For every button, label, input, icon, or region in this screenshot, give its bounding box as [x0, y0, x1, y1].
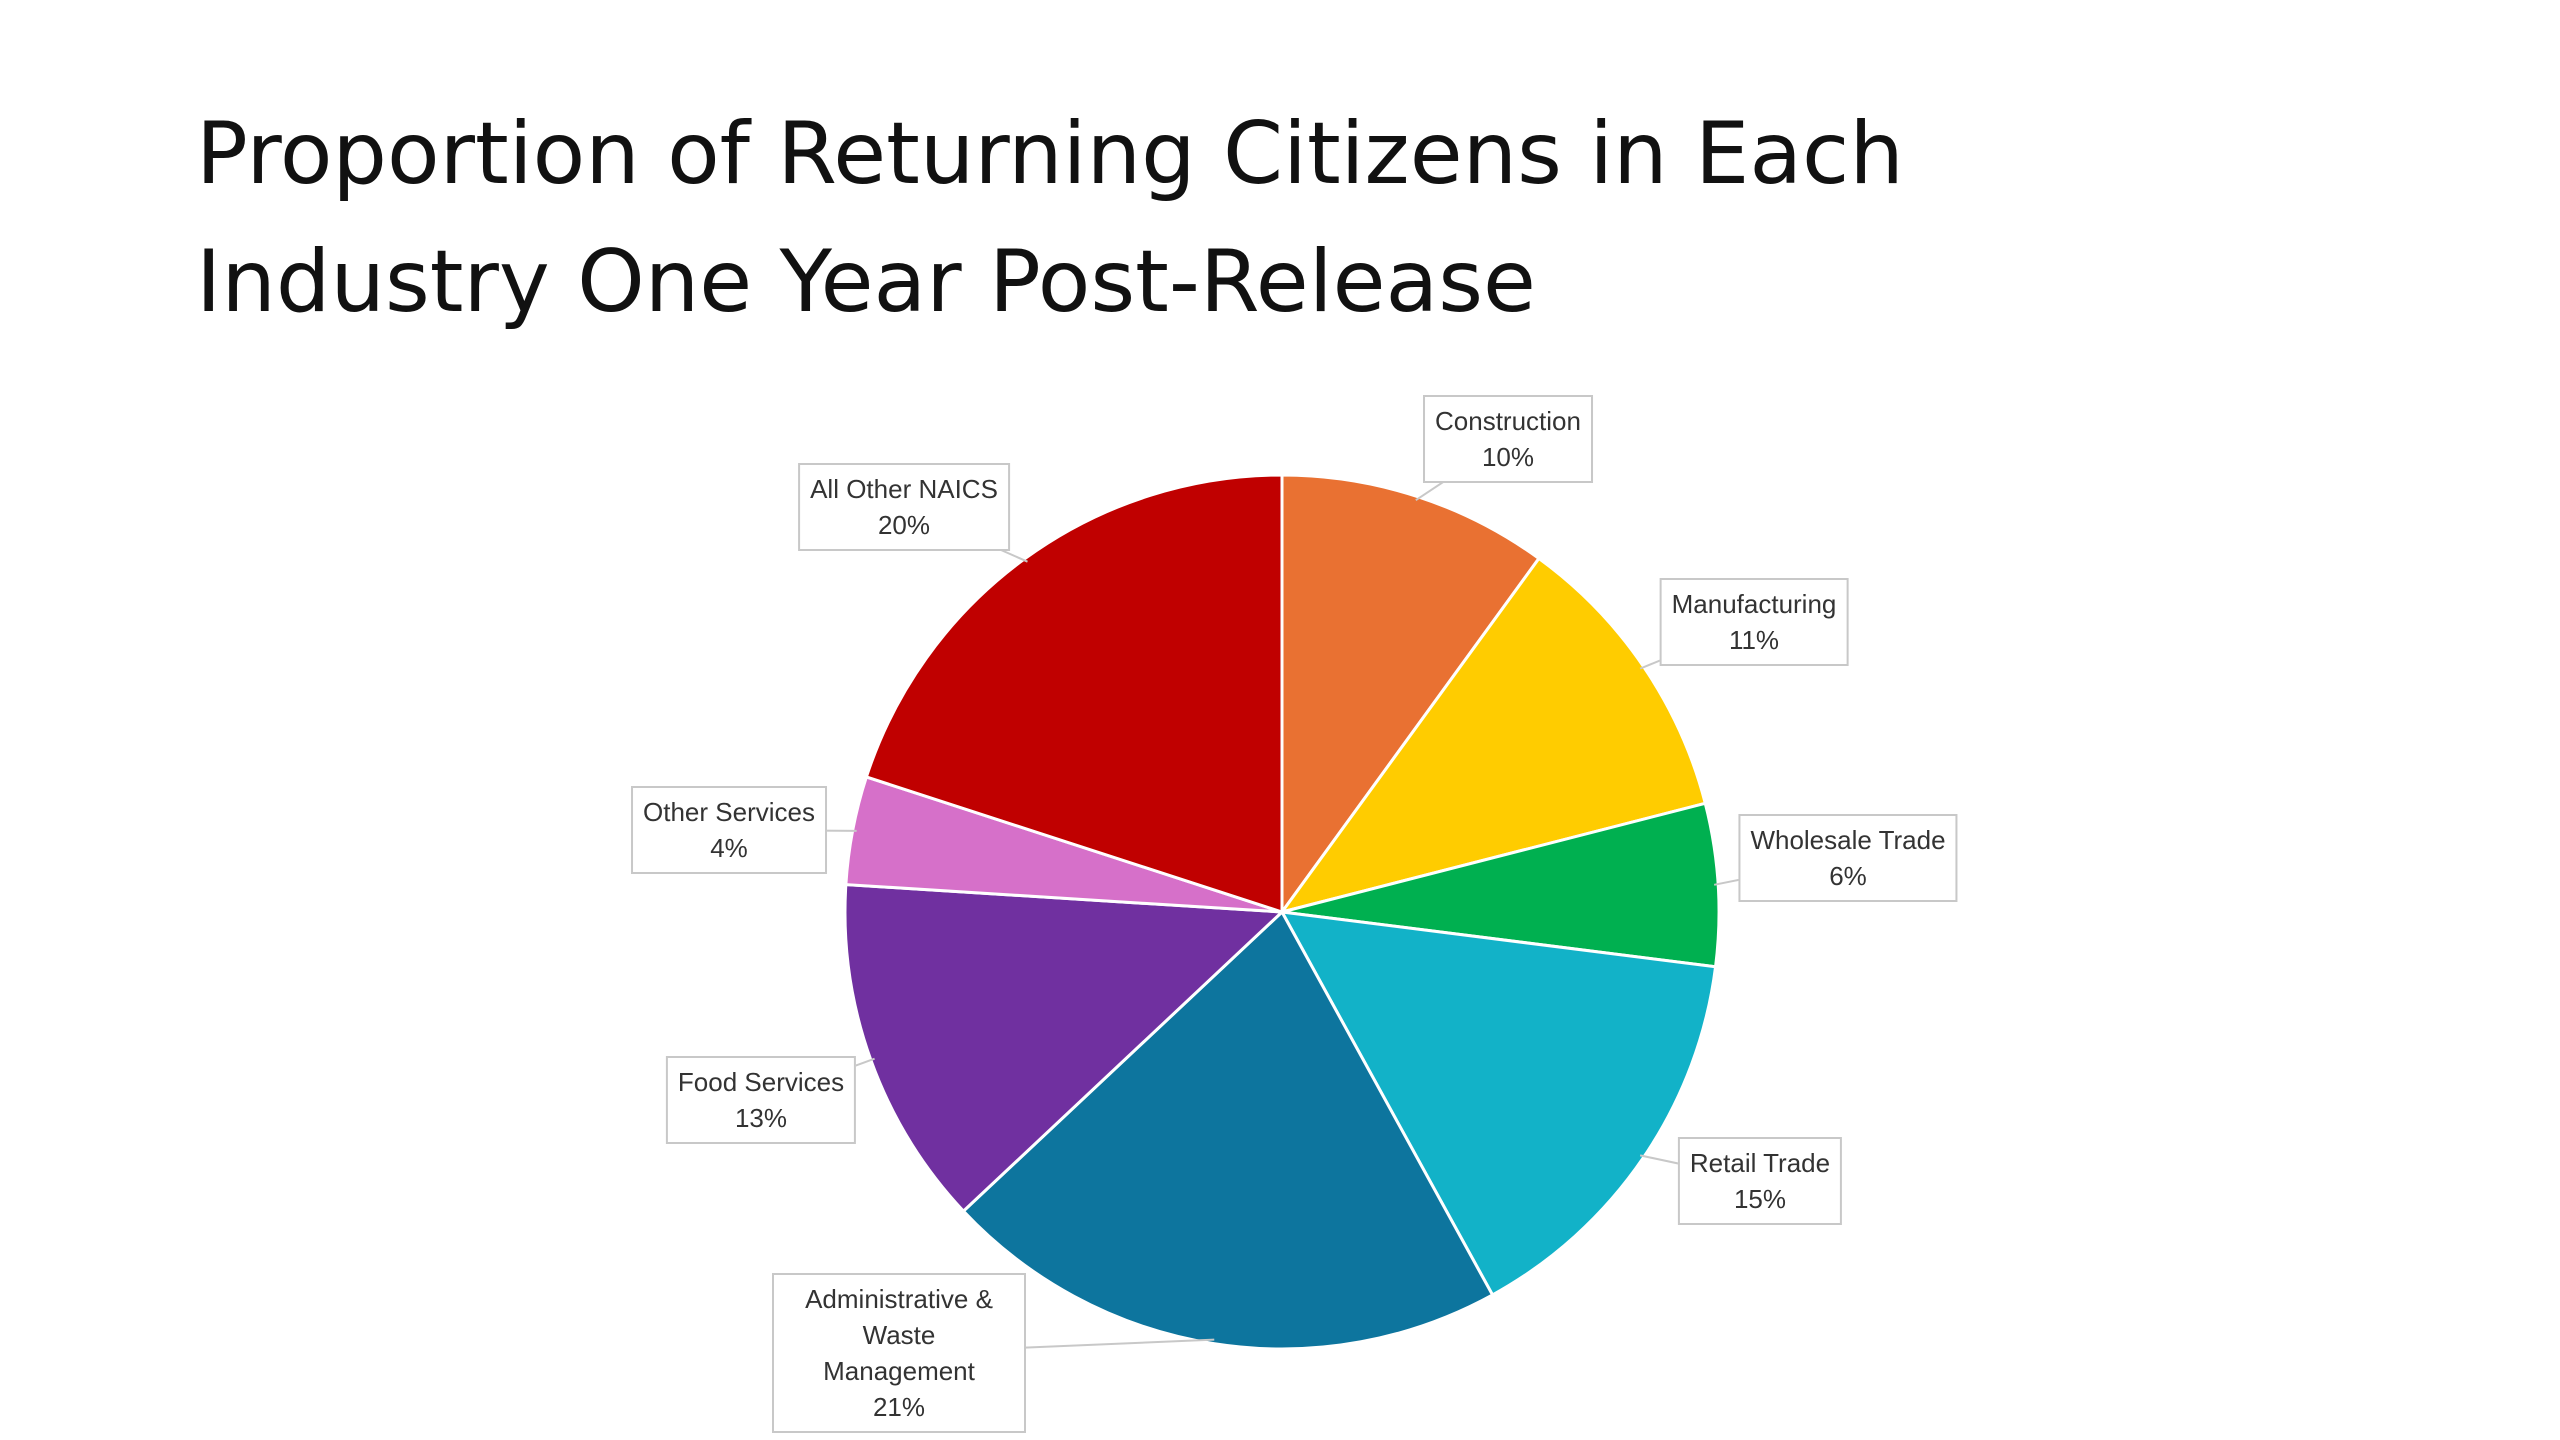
category-name: Manufacturing: [1671, 589, 1837, 619]
category-name: Other Services: [643, 797, 815, 827]
data-label: Food Services 13%: [665, 1056, 857, 1144]
pie-slice: [1280, 473, 1541, 917]
data-label: Manufacturing 11%: [1659, 578, 1849, 666]
value-label: 6%: [1829, 861, 1867, 891]
chart-title: Proportion of Returning Citizens in Each…: [196, 104, 1904, 332]
data-label: Retail Trade 15%: [1677, 1137, 1843, 1225]
pie-slice: [961, 909, 1495, 1351]
data-label: All Other NAICS 20%: [798, 463, 1010, 551]
value-label: 4%: [710, 833, 748, 863]
category-name: Food Services: [677, 1067, 845, 1097]
data-label: Wholesale Trade 6%: [1738, 814, 1958, 902]
data-label: Other Services 4%: [631, 786, 827, 874]
data-label: Administrative & Waste Management 21%: [772, 1273, 1026, 1433]
category-name: Retail Trade: [1689, 1148, 1831, 1178]
value-label: 15%: [1733, 1184, 1787, 1214]
category-name: Administrative & Waste Management: [805, 1284, 993, 1386]
value-label: 10%: [1481, 442, 1535, 472]
category-name: Wholesale Trade: [1750, 825, 1946, 855]
value-label: 11%: [1728, 625, 1780, 655]
category-name: All Other NAICS: [810, 474, 998, 504]
pie-slice: [1279, 910, 1718, 1297]
value-label: 13%: [734, 1103, 788, 1133]
value-label: 20%: [877, 510, 931, 540]
pie-slice: [864, 473, 1284, 915]
value-label: 21%: [872, 1392, 926, 1422]
data-label: Construction 10%: [1423, 395, 1593, 483]
category-name: Construction: [1435, 406, 1581, 436]
